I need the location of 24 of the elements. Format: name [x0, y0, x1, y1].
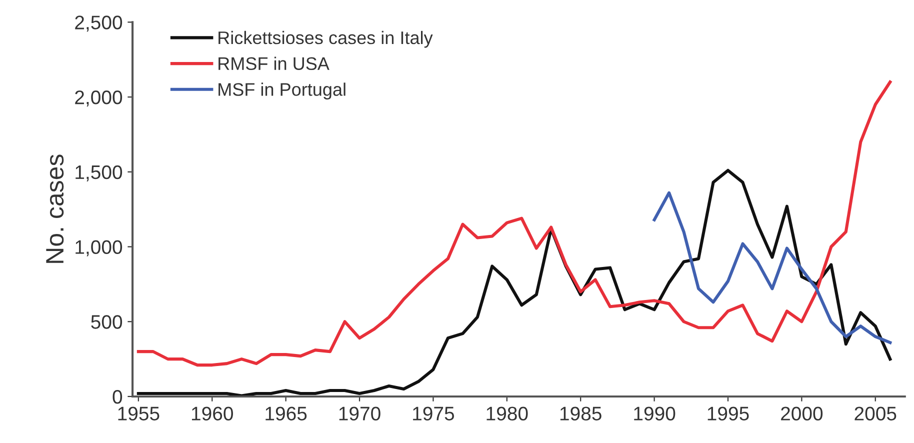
y-axis-title: No. cases: [46, 154, 64, 263]
x-tick-label: 1980: [486, 406, 528, 420]
legend-label: MSF in Portugal: [218, 82, 346, 100]
x-tick-label: 1960: [192, 406, 233, 420]
legend-label: RMSF in USA: [218, 56, 330, 70]
line-series: [136, 80, 892, 367]
y-tick-label: 500: [91, 315, 122, 329]
x-tick-label: 2005: [854, 406, 896, 420]
line-series: [136, 168, 892, 396]
line-series: [652, 191, 892, 344]
legend-label: Rickettsioses cases in Italy: [218, 30, 433, 48]
y-tick-label: 1,000: [76, 240, 122, 256]
x-tick-label: 1955: [118, 406, 160, 420]
x-tick-label: 1965: [266, 406, 307, 420]
y-tick-label: 2,000: [75, 90, 122, 107]
x-tick-label: 2000: [781, 406, 823, 420]
x-tick-label: 1975: [413, 406, 454, 420]
x-tick-label: 1995: [708, 406, 749, 420]
x-tick-label: 1990: [634, 406, 676, 420]
x-tick-label: 1970: [339, 406, 380, 420]
y-tick-label: 1,500: [76, 165, 122, 182]
y-tick-label: 2,500: [75, 16, 122, 32]
y-tick-label: 0: [112, 390, 122, 404]
x-tick-label: 1985: [560, 406, 602, 420]
